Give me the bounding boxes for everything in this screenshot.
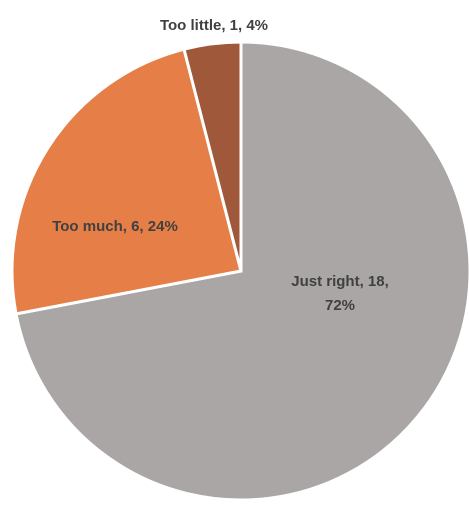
data-label-too-much: Too much, 6, 24% <box>52 218 178 235</box>
data-label-line: Too little, 1, 4% <box>160 17 268 34</box>
pie-slice-too-little <box>182 40 243 272</box>
data-label-just-right: Just right, 18, 72% <box>291 273 389 314</box>
pie-slice-too-much <box>10 47 243 316</box>
pie-data-labels: Just right, 18, 72% Too much, 6, 24% Too li… <box>52 17 389 314</box>
pie-slices <box>10 40 469 502</box>
data-label-line: 72% <box>325 297 355 314</box>
data-label-line: Just right, 18, <box>291 273 389 290</box>
data-label-too-little: Too little, 1, 4% <box>160 17 268 34</box>
data-label-line: Too much, 6, 24% <box>52 218 178 235</box>
